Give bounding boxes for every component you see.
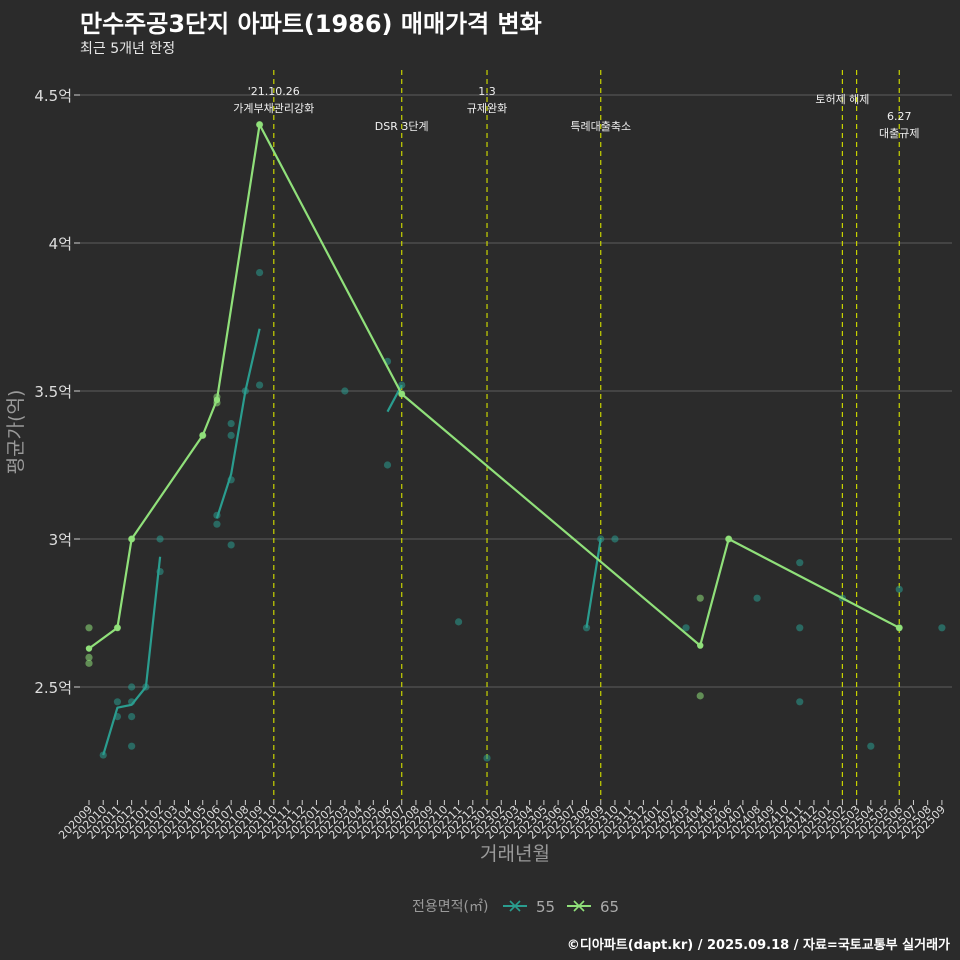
line-point-65-4 <box>213 396 221 404</box>
line-point-65-7 <box>697 642 704 649</box>
legend-label-55: 55 <box>536 898 555 916</box>
point-55-28 <box>682 624 690 632</box>
line-point-65-8 <box>725 535 732 543</box>
line-point-65-5 <box>256 121 263 128</box>
point-55-27 <box>611 535 619 543</box>
legend-marker-65 <box>573 900 585 912</box>
point-65-11 <box>696 692 704 700</box>
event-label-3-l1: 특례대출축소 <box>570 120 631 133</box>
event-label-1-l1: DSR 3단계 <box>375 120 429 133</box>
point-55-32 <box>796 698 804 706</box>
point-55-17 <box>255 269 264 277</box>
legend-title: 전용면적(㎡) <box>412 899 488 915</box>
point-55-21 <box>383 461 392 469</box>
point-55-15 <box>227 541 235 549</box>
point-55-35 <box>895 585 903 593</box>
point-55-19 <box>341 387 349 395</box>
event-label-0-l1: '21.10.26 <box>248 85 300 98</box>
point-55-5 <box>128 713 136 721</box>
point-55-34 <box>867 742 875 750</box>
series-55 <box>99 269 946 762</box>
grid-lines <box>80 94 952 688</box>
chart-subtitle: 최근 5개년 한정 <box>80 41 176 57</box>
line-55-line4 <box>585 538 602 628</box>
point-55-29 <box>753 594 761 602</box>
line-65-line <box>88 123 900 650</box>
point-65-2 <box>85 659 93 667</box>
legend-label-65: 65 <box>600 898 619 916</box>
line-point-65-6 <box>398 390 405 398</box>
point-55-11 <box>213 520 221 528</box>
data-series <box>85 121 946 762</box>
y-axis-label: 평균가(억) <box>5 390 27 475</box>
line-point-65-0 <box>85 645 93 652</box>
event-label-2-l2: 규제완화 <box>467 102 507 115</box>
point-65-1 <box>85 653 93 662</box>
point-55-36 <box>938 624 946 632</box>
y-axis-ticks: 2.5억 3억 3.5억 4억 4.5억 <box>34 87 80 697</box>
point-55-31 <box>796 624 804 632</box>
legend-marker-55 <box>509 900 521 912</box>
line-55-line <box>102 556 162 756</box>
event-label-4-l1: 토허제 해제 <box>815 92 869 106</box>
line-point-65-2 <box>128 535 135 543</box>
chart-title: 만수주공3단지 아파트(1986) 매매가격 변화 <box>80 10 542 38</box>
point-55-1 <box>113 698 122 706</box>
event-label-0-l2: 가계부채관리강화 <box>233 102 314 115</box>
point-55-13 <box>227 431 235 439</box>
source-caption: ©디아파트(dapt.kr) / 2025.09.18 / 자료=국토교통부 실… <box>566 938 950 953</box>
event-label-2-l1: 1.3 <box>478 85 496 98</box>
event-label-6-l2: 대출규제 <box>879 127 919 140</box>
point-55-6 <box>128 742 136 750</box>
y-tick-label-1: 3억 <box>49 531 72 549</box>
point-55-12 <box>227 419 235 428</box>
y-tick-label-4: 4.5억 <box>34 87 72 105</box>
point-55-30 <box>796 559 804 567</box>
point-55-3 <box>128 683 136 691</box>
y-tick-label-0: 2.5억 <box>34 679 72 697</box>
line-point-65-9 <box>896 624 903 631</box>
legend: 전용면적(㎡) 55 65 <box>412 898 619 916</box>
x-axis-label: 거래년월 <box>480 843 550 865</box>
line-55-line2 <box>215 328 261 519</box>
line-point-65-1 <box>114 624 121 631</box>
event-label-6-l1: 6.27 <box>887 110 912 123</box>
line-point-65-3 <box>199 432 206 439</box>
y-tick-label-2: 3.5억 <box>34 383 72 401</box>
point-65-10 <box>696 594 704 602</box>
point-55-26 <box>597 535 605 543</box>
x-axis-ticks: 2020092020102020112020122021012021022021… <box>56 800 948 842</box>
point-55-8 <box>156 535 164 543</box>
point-55-24 <box>483 754 491 762</box>
point-55-23 <box>454 618 463 626</box>
point-55-18 <box>255 381 264 389</box>
y-tick-label-3: 4억 <box>49 235 72 253</box>
point-65-0 <box>85 624 93 632</box>
series-65 <box>85 121 903 700</box>
